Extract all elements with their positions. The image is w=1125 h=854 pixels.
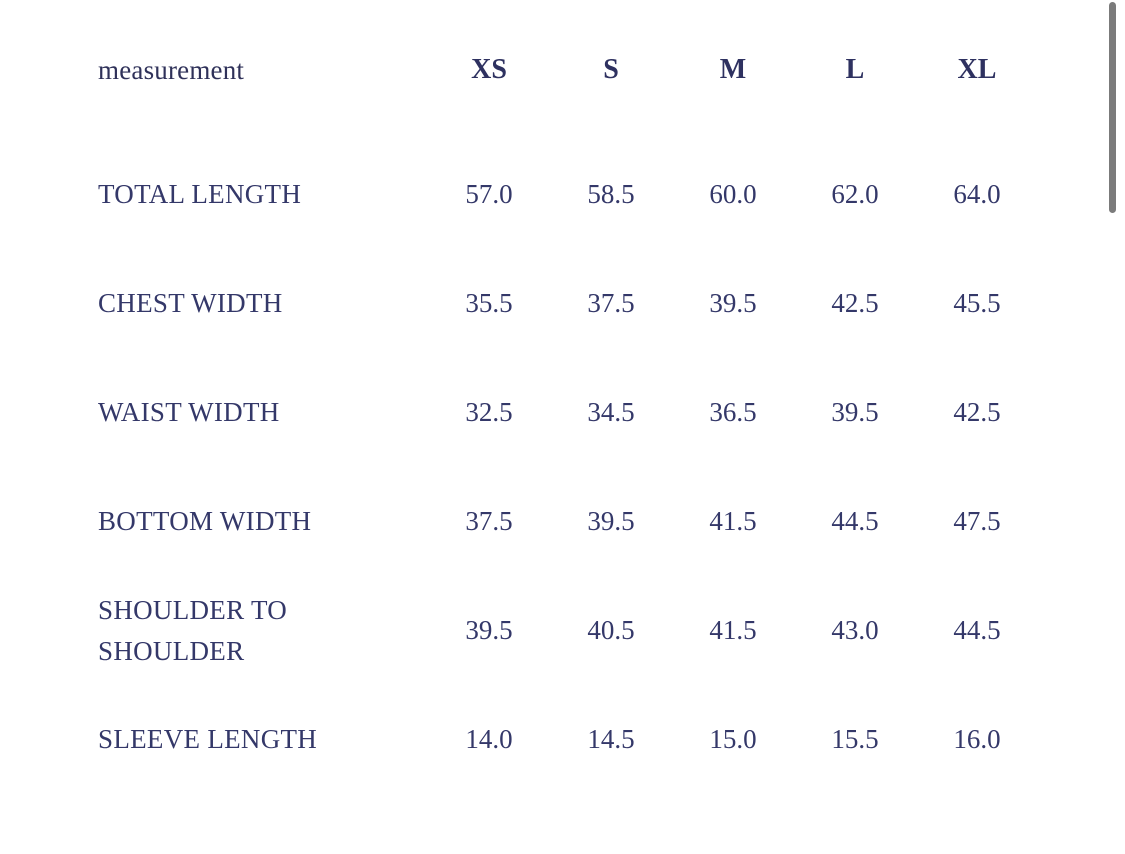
cell-shoulder-to-shoulder-xs: 39.5 xyxy=(465,615,513,645)
cell-bottom-width-l: 44.5 xyxy=(831,506,879,536)
table-row: SHOULDER TO SHOULDER 39.5 40.5 41.5 43.0… xyxy=(98,576,1038,685)
table-body: TOTAL LENGTH 57.0 58.5 60.0 62.0 64.0 CH… xyxy=(98,140,1038,794)
column-header-l: L xyxy=(845,54,865,85)
cell-total-length-l: 62.0 xyxy=(831,179,879,209)
cell-total-length-xs: 57.0 xyxy=(465,179,513,209)
column-header-xs: XS xyxy=(471,54,507,85)
cell-shoulder-to-shoulder-xl: 44.5 xyxy=(953,615,1001,645)
row-label-sleeve-length: SLEEVE LENGTH xyxy=(98,724,318,754)
table-row: CHEST WIDTH 35.5 37.5 39.5 42.5 45.5 xyxy=(98,249,1038,358)
cell-chest-width-l: 42.5 xyxy=(831,288,879,318)
cell-sleeve-length-l: 15.5 xyxy=(831,724,879,754)
cell-total-length-xl: 64.0 xyxy=(953,179,1001,209)
cell-shoulder-to-shoulder-l: 43.0 xyxy=(831,615,879,645)
cell-bottom-width-xl: 47.5 xyxy=(953,506,1001,536)
row-label-waist-width: WAIST WIDTH xyxy=(98,397,280,427)
column-header-m: M xyxy=(719,54,747,85)
row-label-total-length: TOTAL LENGTH xyxy=(98,179,302,209)
cell-chest-width-xl: 45.5 xyxy=(953,288,1001,318)
row-label-bottom-width: BOTTOM WIDTH xyxy=(98,506,312,536)
table-head: measurement XS S M L XL xyxy=(98,0,1038,140)
cell-total-length-s: 58.5 xyxy=(587,179,635,209)
cell-waist-width-xl: 42.5 xyxy=(953,397,1001,427)
size-guide-table: measurement XS S M L XL TOTAL LENGTH 57.… xyxy=(98,0,1038,794)
cell-sleeve-length-xl: 16.0 xyxy=(953,724,1001,754)
table-row: SLEEVE LENGTH 14.0 14.5 15.0 15.5 16.0 xyxy=(98,685,1038,794)
table-row: TOTAL LENGTH 57.0 58.5 60.0 62.0 64.0 xyxy=(98,140,1038,249)
vertical-scrollbar[interactable] xyxy=(1109,0,1116,854)
cell-chest-width-s: 37.5 xyxy=(587,288,635,318)
cell-chest-width-xs: 35.5 xyxy=(465,288,513,318)
cell-total-length-m: 60.0 xyxy=(709,179,757,209)
cell-waist-width-s: 34.5 xyxy=(587,397,635,427)
row-label-chest-width: CHEST WIDTH xyxy=(98,288,283,318)
cell-waist-width-xs: 32.5 xyxy=(465,397,513,427)
column-header-measurement: measurement xyxy=(98,54,245,85)
column-header-s: S xyxy=(603,54,619,85)
cell-chest-width-m: 39.5 xyxy=(709,288,757,318)
cell-bottom-width-s: 39.5 xyxy=(587,506,635,536)
cell-bottom-width-xs: 37.5 xyxy=(465,506,513,536)
column-header-xl: XL xyxy=(957,54,997,85)
row-label-shoulder-to-shoulder: SHOULDER TO SHOULDER xyxy=(98,594,288,666)
cell-sleeve-length-m: 15.0 xyxy=(709,724,757,754)
cell-shoulder-to-shoulder-m: 41.5 xyxy=(709,615,757,645)
cell-sleeve-length-s: 14.5 xyxy=(587,724,635,754)
cell-shoulder-to-shoulder-s: 40.5 xyxy=(587,615,635,645)
scrollbar-thumb[interactable] xyxy=(1109,2,1116,213)
cell-waist-width-m: 36.5 xyxy=(709,397,757,427)
table-row: WAIST WIDTH 32.5 34.5 36.5 39.5 42.5 xyxy=(98,358,1038,467)
cell-sleeve-length-xs: 14.0 xyxy=(465,724,513,754)
table-header-row: measurement XS S M L XL xyxy=(98,0,1038,140)
table-row: BOTTOM WIDTH 37.5 39.5 41.5 44.5 47.5 xyxy=(98,467,1038,576)
cell-bottom-width-m: 41.5 xyxy=(709,506,757,536)
cell-waist-width-l: 39.5 xyxy=(831,397,879,427)
